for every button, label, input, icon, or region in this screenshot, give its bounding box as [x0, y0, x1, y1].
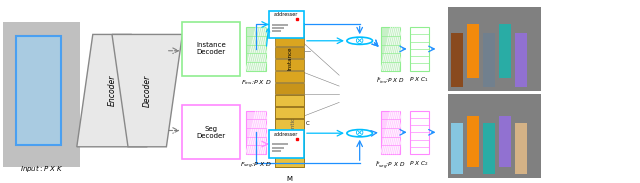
- FancyBboxPatch shape: [499, 24, 511, 78]
- Text: $\hat{F}_{ins}$:$P$ $X$ $D$: $\hat{F}_{ins}$:$P$ $X$ $D$: [376, 75, 405, 86]
- Bar: [381, 111, 400, 154]
- Text: addresser: addresser: [274, 12, 299, 17]
- Polygon shape: [77, 34, 147, 147]
- Bar: [381, 27, 400, 71]
- FancyBboxPatch shape: [483, 33, 495, 87]
- Bar: [272, 143, 288, 145]
- FancyBboxPatch shape: [182, 105, 240, 159]
- Bar: [275, 143, 304, 155]
- Bar: [275, 143, 304, 155]
- Circle shape: [347, 37, 372, 44]
- Text: $F_{ins}$:$P$ $X$ $D$: $F_{ins}$:$P$ $X$ $D$: [241, 78, 271, 87]
- Text: Semantic: Semantic: [291, 117, 295, 143]
- FancyBboxPatch shape: [515, 123, 527, 174]
- Bar: [275, 23, 304, 34]
- Bar: [246, 111, 266, 154]
- Bar: [275, 35, 304, 46]
- Text: ⊗: ⊗: [355, 36, 364, 46]
- Text: Encoder: Encoder: [108, 75, 116, 106]
- Bar: [275, 59, 304, 70]
- Bar: [275, 131, 304, 143]
- Text: Instance: Instance: [287, 46, 292, 70]
- Bar: [275, 107, 304, 118]
- FancyBboxPatch shape: [269, 11, 304, 38]
- Text: $\it{Input: P}$ $\it{X}$ $\it{K}$: $\it{Input: P}$ $\it{X}$ $\it{K}$: [20, 163, 63, 174]
- Text: C: C: [306, 121, 310, 126]
- Bar: [275, 95, 304, 106]
- Bar: [275, 83, 304, 94]
- Text: M: M: [287, 176, 292, 182]
- FancyBboxPatch shape: [448, 7, 541, 91]
- Text: Instance
Decoder: Instance Decoder: [196, 42, 226, 55]
- Text: $P$ $X$ $C_2$: $P$ $X$ $C_2$: [410, 159, 429, 168]
- FancyBboxPatch shape: [483, 123, 495, 174]
- FancyBboxPatch shape: [451, 33, 463, 87]
- FancyBboxPatch shape: [467, 24, 479, 78]
- Bar: [272, 24, 288, 26]
- Circle shape: [347, 130, 372, 137]
- Bar: [275, 71, 304, 82]
- FancyBboxPatch shape: [269, 130, 304, 158]
- Bar: [275, 47, 304, 58]
- Bar: [410, 27, 429, 71]
- Bar: [272, 30, 281, 32]
- Text: $F_{seg}$:$P$ $X$ $D$: $F_{seg}$:$P$ $X$ $D$: [240, 161, 272, 171]
- Bar: [275, 119, 304, 130]
- Text: ⊗: ⊗: [355, 128, 364, 138]
- Bar: [410, 111, 429, 154]
- FancyBboxPatch shape: [182, 22, 240, 76]
- FancyBboxPatch shape: [16, 36, 61, 145]
- Bar: [275, 156, 304, 167]
- Bar: [275, 107, 304, 118]
- Text: Decoder: Decoder: [143, 74, 152, 107]
- Bar: [246, 27, 266, 71]
- FancyBboxPatch shape: [451, 123, 463, 174]
- Text: Seg
Decoder: Seg Decoder: [196, 126, 226, 139]
- Polygon shape: [112, 34, 182, 147]
- Text: $\hat{F}_{seg}$:$P$ $X$ $D$: $\hat{F}_{seg}$:$P$ $X$ $D$: [375, 159, 406, 171]
- Bar: [272, 150, 281, 152]
- Bar: [272, 147, 284, 149]
- Text: addresser: addresser: [274, 132, 299, 137]
- FancyBboxPatch shape: [3, 22, 80, 167]
- Bar: [272, 27, 284, 29]
- FancyBboxPatch shape: [515, 33, 527, 87]
- FancyBboxPatch shape: [467, 116, 479, 167]
- Bar: [275, 95, 304, 106]
- Text: $P$ $X$ $C_1$: $P$ $X$ $C_1$: [410, 75, 429, 84]
- FancyBboxPatch shape: [499, 116, 511, 167]
- FancyBboxPatch shape: [448, 94, 541, 178]
- Bar: [275, 119, 304, 130]
- Bar: [275, 156, 304, 167]
- Bar: [275, 131, 304, 143]
